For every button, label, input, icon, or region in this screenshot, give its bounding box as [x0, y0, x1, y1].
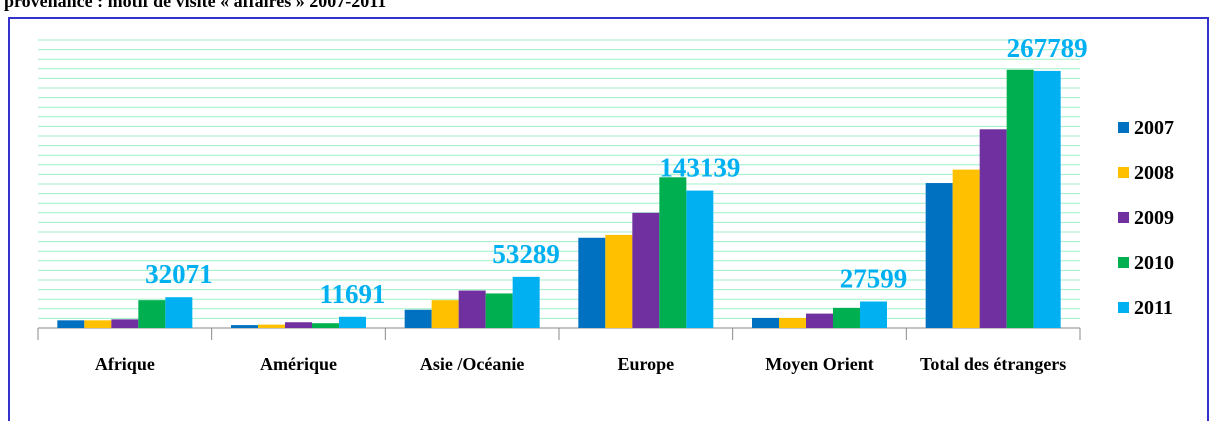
x-tick-label: Afrique [94, 354, 155, 374]
bar [485, 293, 513, 328]
bar [686, 190, 714, 328]
legend-swatch [1118, 212, 1129, 223]
bar [752, 317, 779, 328]
data-label: 11691 [319, 279, 385, 309]
frame [8, 17, 1209, 421]
legend-swatch [1118, 257, 1129, 268]
legend-label: 2008 [1134, 162, 1174, 184]
data-label: 53289 [492, 239, 560, 269]
chart-title: provenance : motif de visite « affaires … [4, 0, 387, 11]
legend-swatch [1118, 302, 1129, 313]
bar [925, 183, 953, 328]
bar [860, 301, 887, 328]
bar [285, 322, 312, 328]
data-label: 267789 [1007, 33, 1088, 63]
bar [57, 320, 85, 328]
bar [833, 307, 860, 328]
bar [404, 309, 432, 328]
data-label: 143139 [659, 153, 740, 183]
x-tick-label: Total des étrangers [919, 354, 1067, 374]
bar [952, 169, 980, 328]
legend-label: 2010 [1134, 252, 1174, 274]
bar [632, 212, 660, 328]
bar [339, 316, 366, 328]
legend-label: 2011 [1134, 297, 1173, 319]
bar [806, 313, 833, 328]
x-tick-label: Asie /Océanie [419, 354, 525, 374]
bar [431, 300, 459, 328]
x-tick-label: Moyen Orient [765, 354, 874, 374]
bar [165, 297, 193, 328]
bar [659, 177, 687, 328]
data-label: 27599 [840, 264, 908, 294]
bar [231, 325, 258, 328]
bar [779, 317, 806, 328]
legend-label: 2009 [1134, 207, 1174, 229]
bar [512, 276, 540, 328]
bar [258, 324, 285, 328]
bar [312, 323, 339, 328]
bar [458, 290, 486, 328]
bar [138, 300, 166, 328]
bar [1006, 69, 1034, 328]
bar [578, 237, 606, 328]
bar [605, 234, 633, 328]
x-tick-label: Amérique [260, 354, 337, 374]
x-tick-label: Europe [617, 354, 675, 374]
data-label: 32071 [145, 259, 213, 289]
legend-swatch [1118, 167, 1129, 178]
legend-label: 2007 [1134, 117, 1174, 139]
bar [111, 319, 139, 328]
bar [979, 129, 1007, 328]
legend-swatch [1118, 122, 1129, 133]
bar [84, 320, 112, 328]
bar [1033, 70, 1061, 329]
